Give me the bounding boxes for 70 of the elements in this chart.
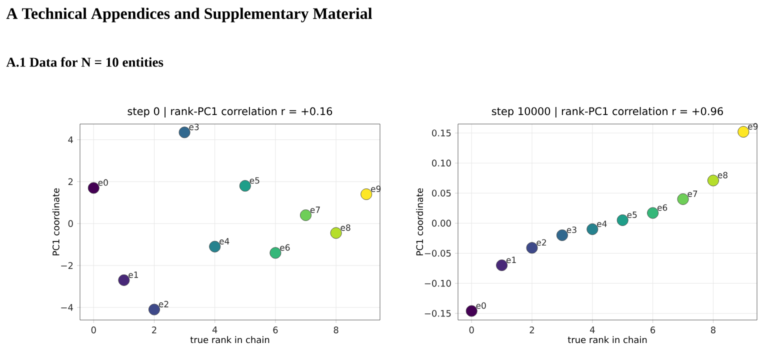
point <box>647 207 659 219</box>
point <box>466 305 478 317</box>
x-tick-label: 4 <box>212 326 218 334</box>
point <box>360 188 372 200</box>
x-tick-label: 8 <box>710 326 716 334</box>
y-tick-label: 0.10 <box>432 160 451 166</box>
point <box>118 274 130 286</box>
point <box>677 193 689 205</box>
chart-title: step 10000 | rank-PC1 correlation r = +0.96 <box>492 106 723 118</box>
annotation: e2 <box>536 239 546 246</box>
annotation: e4 <box>220 238 230 244</box>
x-axis-title: true rank in chain <box>190 336 270 344</box>
x-tick-label: 2 <box>152 326 156 334</box>
y-tick-label: 0.05 <box>432 190 451 197</box>
y-tick-label: 0.00 <box>432 220 451 227</box>
annotation: e7 <box>688 190 698 197</box>
x-tick-label: 4 <box>590 326 595 334</box>
annotation: e2 <box>158 300 168 308</box>
text: A Technical Appendices and Supplementary Material <box>6 8 372 22</box>
annotation: e9 <box>371 186 381 192</box>
annotation: e1 <box>128 272 138 278</box>
annotation: e8 <box>340 224 350 231</box>
x-axis-title: true rank in chain <box>568 336 647 344</box>
y-tick-label: −4 <box>61 304 73 311</box>
annotation: e1 <box>506 256 516 264</box>
annotation: e6 <box>280 244 290 251</box>
point <box>239 180 251 192</box>
y-tick-label: 0.15 <box>432 130 451 136</box>
x-tick-label: 8 <box>334 326 338 334</box>
y-tick-label: −2 <box>61 262 73 269</box>
y-tick-label: 0 <box>68 220 73 227</box>
point <box>496 260 508 272</box>
point <box>300 209 312 221</box>
y-axis-title: PC1 coordinate <box>52 188 60 256</box>
point <box>148 304 160 316</box>
point <box>526 242 538 254</box>
x-tick-label: 6 <box>273 326 278 334</box>
annotation: e5 <box>250 177 260 184</box>
point <box>616 214 628 226</box>
x-tick-label: 2 <box>530 326 534 334</box>
y-tick-label: 2 <box>68 178 73 185</box>
annotation: e9 <box>748 123 758 130</box>
y-tick-label: −0.10 <box>424 280 451 287</box>
x-tick-label: 0 <box>91 326 96 334</box>
annotation: e3 <box>189 124 199 130</box>
point <box>88 182 100 194</box>
annotation: e6 <box>657 204 668 211</box>
annotation: e7 <box>310 206 320 213</box>
point <box>707 174 719 186</box>
point <box>209 240 221 252</box>
point <box>178 126 190 138</box>
annotation: e8 <box>718 172 728 178</box>
x-tick-label: 6 <box>650 326 656 334</box>
y-axis-title: PC1 coordinate <box>416 188 424 256</box>
point <box>330 227 342 239</box>
chart-title: step 0 | rank-PC1 correlation r = +0.16 <box>128 107 332 118</box>
y-tick-label: −0.05 <box>424 250 451 257</box>
annotation: e3 <box>566 226 576 234</box>
point <box>270 247 282 259</box>
x-tick-label: 0 <box>469 326 474 334</box>
point <box>738 126 750 138</box>
annotation: e0 <box>476 302 486 309</box>
point <box>556 229 568 241</box>
text: A.1 Data for N = 10 entities <box>6 57 164 67</box>
point <box>586 223 598 235</box>
y-tick-label: −0.15 <box>424 310 451 317</box>
annotation: e0 <box>98 179 108 186</box>
annotation: e5 <box>627 212 637 218</box>
annotation: e4 <box>597 220 607 228</box>
y-tick-label: 4 <box>68 136 73 144</box>
